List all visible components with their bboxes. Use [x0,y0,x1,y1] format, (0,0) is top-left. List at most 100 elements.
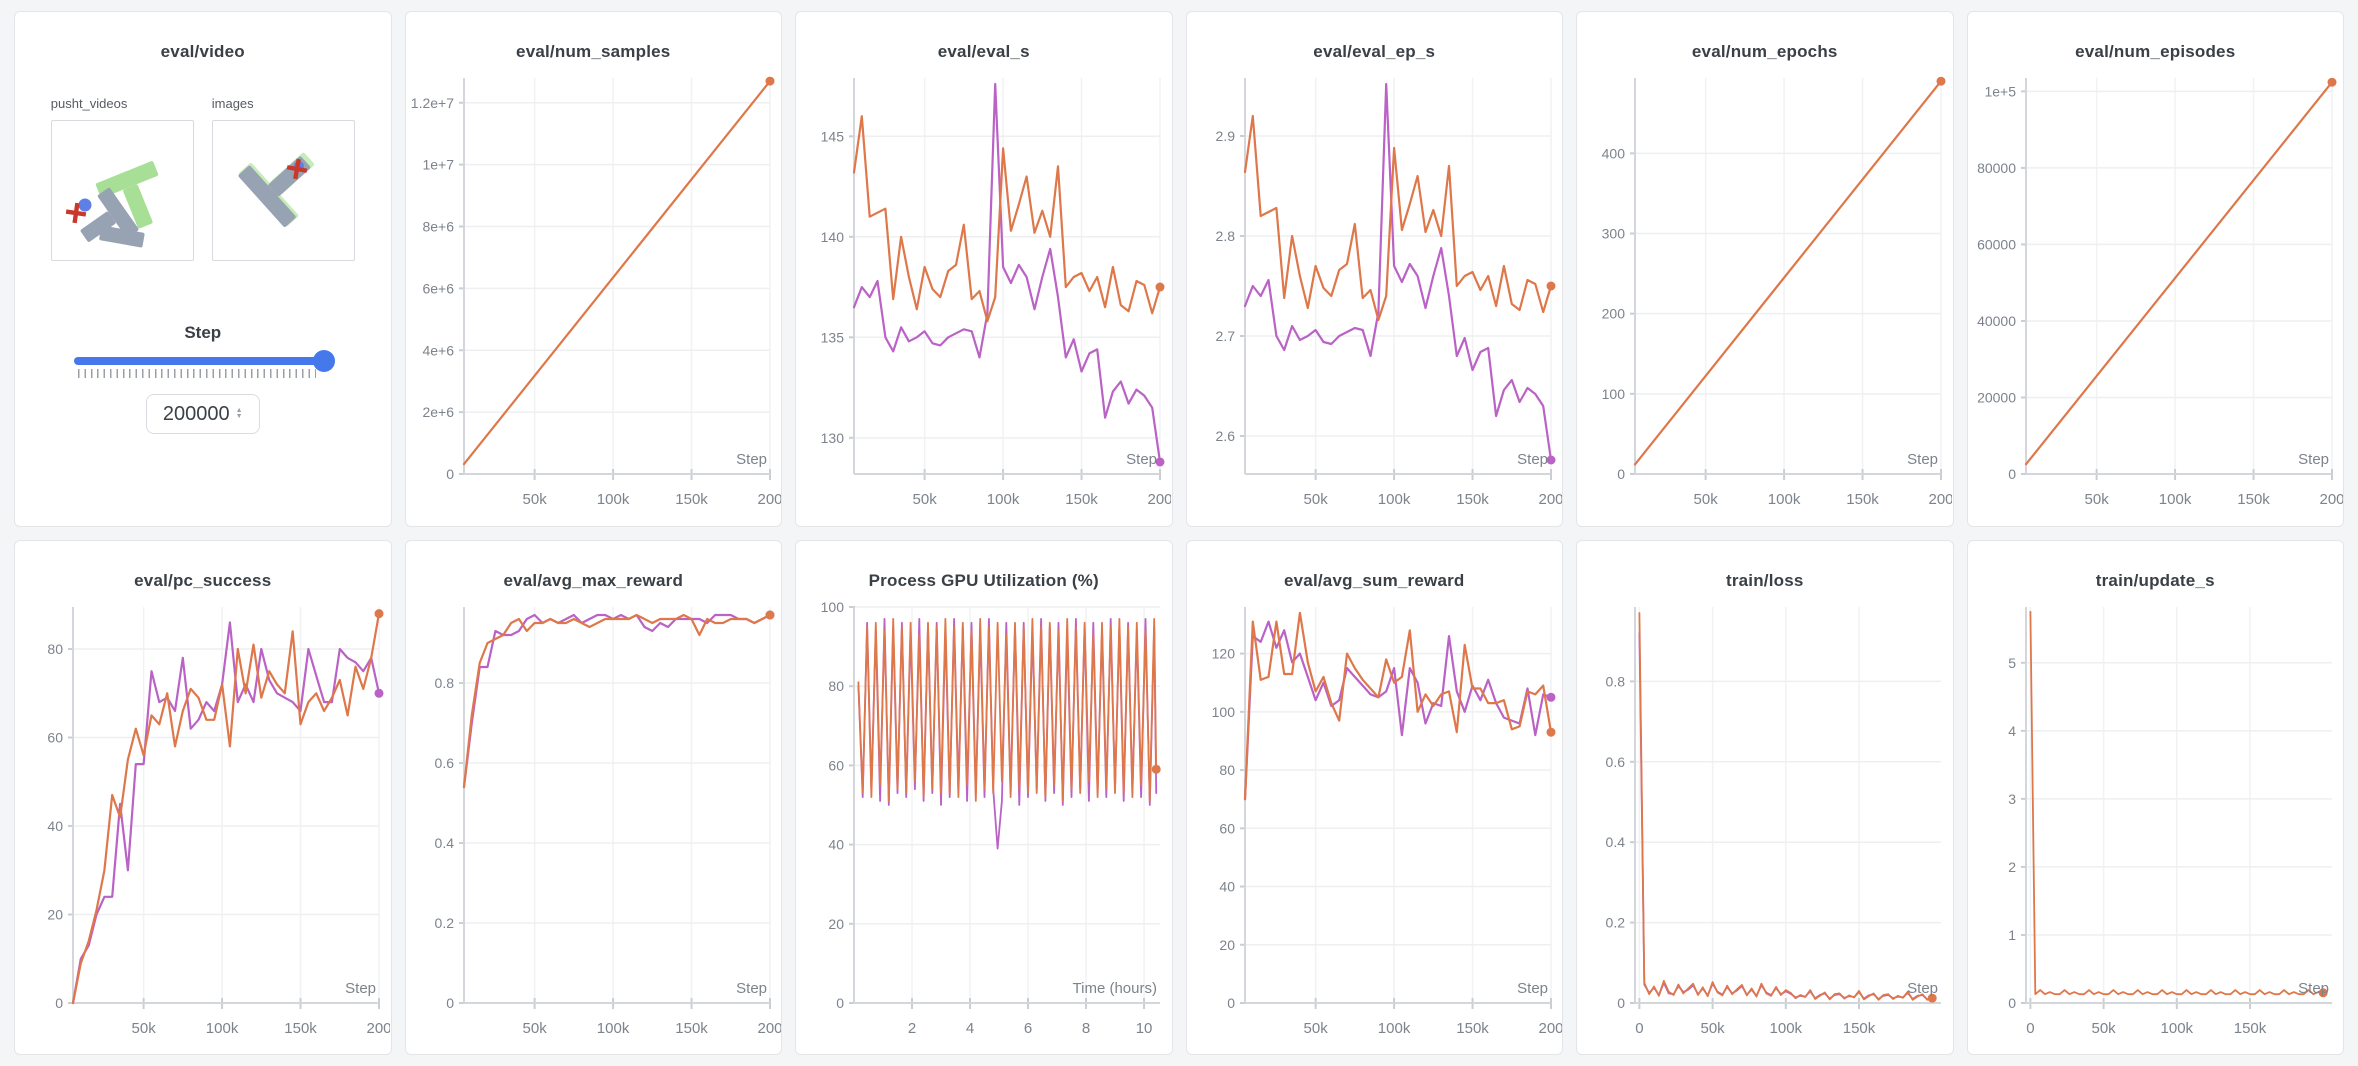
series-lines [2024,77,2337,466]
gridlines [1244,78,1552,474]
x-tick-label: 50k [1303,1020,1328,1037]
step-slider[interactable] [73,350,335,378]
x-tick-label: 10 [1136,1020,1153,1037]
media-item-images: images [211,96,355,261]
y-tick-label: 0 [1617,995,1625,1011]
t-shape [80,187,139,242]
panel-title: eval/eval_ep_s [1313,42,1436,61]
line-chart-eval-eval-s[interactable]: 50k 100k 150k 200 130 135 140 145 Step [796,70,1171,516]
series-run-orange [857,617,1158,802]
axes [849,78,1162,480]
line-chart-eval-num-samples[interactable]: 50k 100k 150k 200 0 2e+6 4e+6 6e+6 8e+6 1e+7 1.2e+… [406,70,781,516]
series-lines [2029,610,2328,997]
series-lines [857,617,1161,850]
x-tick-label: 150k [2233,1020,2266,1037]
y-tick-label: 80 [48,641,64,657]
y-tick-label: 0.6 [1606,753,1626,769]
x-tick-label: 100k [206,1020,239,1037]
x-tick-label: 100k [987,491,1020,508]
x-tick-label: 200 [1538,491,1562,508]
axes [1239,606,1552,1009]
y-tick-label: 5 [2008,654,2016,670]
series-run-purple [1243,82,1552,462]
axes [849,605,1161,1009]
y-tick-label: 0.4 [1606,834,1626,850]
series-lines [462,610,775,788]
panel-eval-num-epochs: eval/num_epochs 50k 100k 150k 200 0 100 200 300 4… [1576,11,1954,527]
x-tick-label: 0 [2026,1020,2034,1037]
y-tick-label: 40 [829,836,845,852]
y-tick-label: 0.2 [434,915,454,931]
y-tick-label: 60000 [1977,236,2016,252]
y-tick-label: 60 [829,757,845,773]
x-axis-title: Step [345,980,376,997]
panel-title: eval/video [160,42,245,61]
series-endpoint-run-orange [1927,993,1937,1003]
media-item-pusht-videos: pusht_videos [50,96,194,261]
line-chart-eval-pc-success[interactable]: 50k 100k 150k 200 0 20 40 60 80 Step [15,599,390,1045]
x-tick-label: 150k [1847,491,1880,508]
series-endpoint-run-orange [1155,282,1165,292]
y-tick-label: 80000 [1977,160,2016,176]
x-tick-label: 100k [2160,1020,2193,1037]
line-chart-train-loss[interactable]: 0 50k 100k 150k 0 0.2 0.4 0.6 0.8 Step [1577,599,1952,1045]
panel-title: train/update_s [2095,570,2215,590]
series-run-orange [1634,80,1943,466]
y-tick-label: 2.7 [1215,328,1235,344]
x-tick-label: 50k [1303,491,1328,508]
panel-train-loss: train/loss 0 50k 100k 150k 0 0.2 0.4 0.6 0.8 Step [1576,539,1954,1055]
line-chart-eval-avg-max-reward[interactable]: 50k 100k 150k 200 0 0.2 0.4 0.6 0.8 Step [406,599,781,1045]
x-tick-label: 50k [1694,491,1719,508]
x-axis-title: Step [736,451,767,468]
x-axis-title: Step [1907,980,1938,997]
y-tick-label: 1e+7 [422,157,454,173]
video-thumbnail-images[interactable] [211,120,355,261]
media-row: pusht_videos images [15,96,391,261]
line-chart-train-update-s[interactable]: 0 50k 100k 150k 0 1 2 3 4 5 Step [1968,599,2343,1045]
y-tick-label: 0.2 [1606,914,1626,930]
t-shape [95,161,158,229]
panel-eval-num-samples: eval/num_samples 50k 100k 150k 200 0 2e+6 4e+6 6… [404,11,782,527]
slider-track[interactable] [73,350,335,372]
y-tick-label: 3 [2008,790,2016,806]
y-tick-label: 145 [821,128,845,144]
step-input[interactable]: 200000 ▲ ▼ [145,394,260,434]
x-tick-label: 200 [1929,491,1953,508]
axis-labels: 0 50k 100k 150k 0 1 2 3 4 5 Step [2008,654,2329,1036]
series-endpoint-run-orange [2327,77,2337,87]
y-tick-label: 0.8 [434,675,454,691]
y-tick-label: 20 [829,915,845,931]
x-tick-label: 200 [757,1020,781,1037]
y-tick-label: 0 [446,995,454,1011]
series-run-orange [462,80,771,466]
y-tick-label: 140 [821,229,845,245]
gridlines [463,78,771,475]
line-chart-eval-num-epochs[interactable]: 50k 100k 150k 200 0 100 200 300 400 Step [1577,70,1952,516]
line-chart-eval-eval-ep-s[interactable]: 50k 100k 150k 200 2.6 2.7 2.8 2.9 Step [1187,70,1562,516]
y-tick-label: 120 [1211,645,1235,661]
x-tick-label: 50k [1701,1020,1726,1037]
series-endpoint-run-orange [1151,764,1161,774]
line-chart-eval-avg-sum-reward[interactable]: 50k 100k 150k 200 0 20 40 60 80 100 120 Step [1187,599,1562,1045]
spinner-up-icon[interactable]: ▲ [235,407,243,414]
slider-tick-marks [77,369,316,378]
panel-eval-pc-success: eval/pc_success 50k 100k 150k 200 0 20 40 60 80 St… [14,539,392,1055]
video-thumbnail-pusht[interactable] [50,120,194,261]
y-tick-label: 8e+6 [422,219,454,235]
y-tick-label: 0 [446,466,454,482]
panel-eval-eval-s: eval/eval_s 50k 100k 150k 200 130 135 140 145 Ste… [795,11,1173,527]
y-tick-label: 2.6 [1215,428,1235,444]
y-tick-label: 60 [1219,820,1235,836]
x-axis-title: Step [736,980,767,997]
y-tick-label: 2e+6 [422,404,454,420]
line-chart-eval-num-episodes[interactable]: 50k 100k 150k 200 0 20000 40000 60000 80000 1e+5 S… [1968,70,2343,516]
y-tick-label: 0 [1227,995,1235,1011]
t-shape [238,156,310,227]
slider-thumb[interactable] [312,350,335,372]
x-tick-label: 8 [1082,1020,1090,1037]
spinner-down-icon[interactable]: ▼ [235,413,243,420]
gridlines [1635,606,1942,1004]
axis-labels: 50k 100k 150k 200 0 20 40 60 80 100 120 Step [1211,645,1561,1036]
